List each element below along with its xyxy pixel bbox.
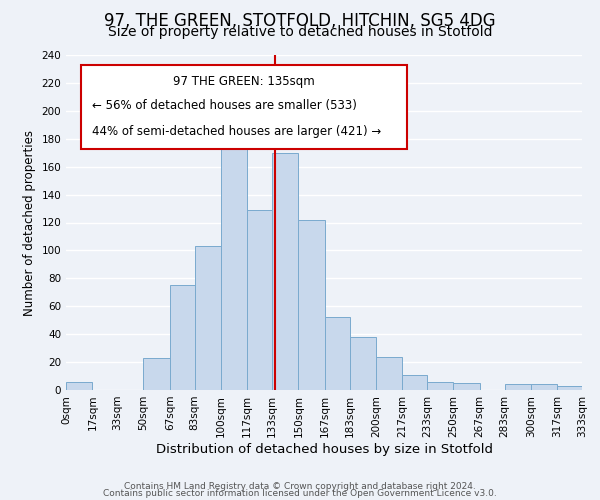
- Bar: [325, 318, 350, 390]
- Text: ← 56% of detached houses are smaller (533): ← 56% of detached houses are smaller (53…: [92, 98, 356, 112]
- Y-axis label: Number of detached properties: Number of detached properties: [23, 130, 36, 316]
- Bar: [298, 220, 325, 390]
- Text: 97, THE GREEN, STOTFOLD, HITCHIN, SG5 4DG: 97, THE GREEN, STOTFOLD, HITCHIN, SG5 4D…: [104, 12, 496, 30]
- Bar: [505, 384, 531, 390]
- Bar: [272, 152, 298, 390]
- Bar: [402, 374, 427, 390]
- FancyBboxPatch shape: [82, 65, 407, 149]
- Bar: [143, 358, 170, 390]
- Bar: [557, 386, 582, 390]
- Text: Contains HM Land Registry data © Crown copyright and database right 2024.: Contains HM Land Registry data © Crown c…: [124, 482, 476, 491]
- Text: 44% of semi-detached houses are larger (421) →: 44% of semi-detached houses are larger (…: [92, 126, 381, 138]
- Text: Size of property relative to detached houses in Stotfold: Size of property relative to detached ho…: [108, 25, 492, 39]
- Bar: [221, 120, 247, 390]
- Bar: [427, 382, 454, 390]
- Text: 97 THE GREEN: 135sqm: 97 THE GREEN: 135sqm: [173, 75, 315, 88]
- Bar: [454, 383, 480, 390]
- Bar: [531, 384, 557, 390]
- Text: Contains public sector information licensed under the Open Government Licence v3: Contains public sector information licen…: [103, 489, 497, 498]
- Bar: [350, 337, 376, 390]
- Bar: [376, 356, 402, 390]
- Bar: [247, 210, 272, 390]
- Bar: [66, 382, 92, 390]
- Bar: [194, 246, 221, 390]
- Bar: [170, 286, 194, 390]
- X-axis label: Distribution of detached houses by size in Stotfold: Distribution of detached houses by size …: [155, 442, 493, 456]
